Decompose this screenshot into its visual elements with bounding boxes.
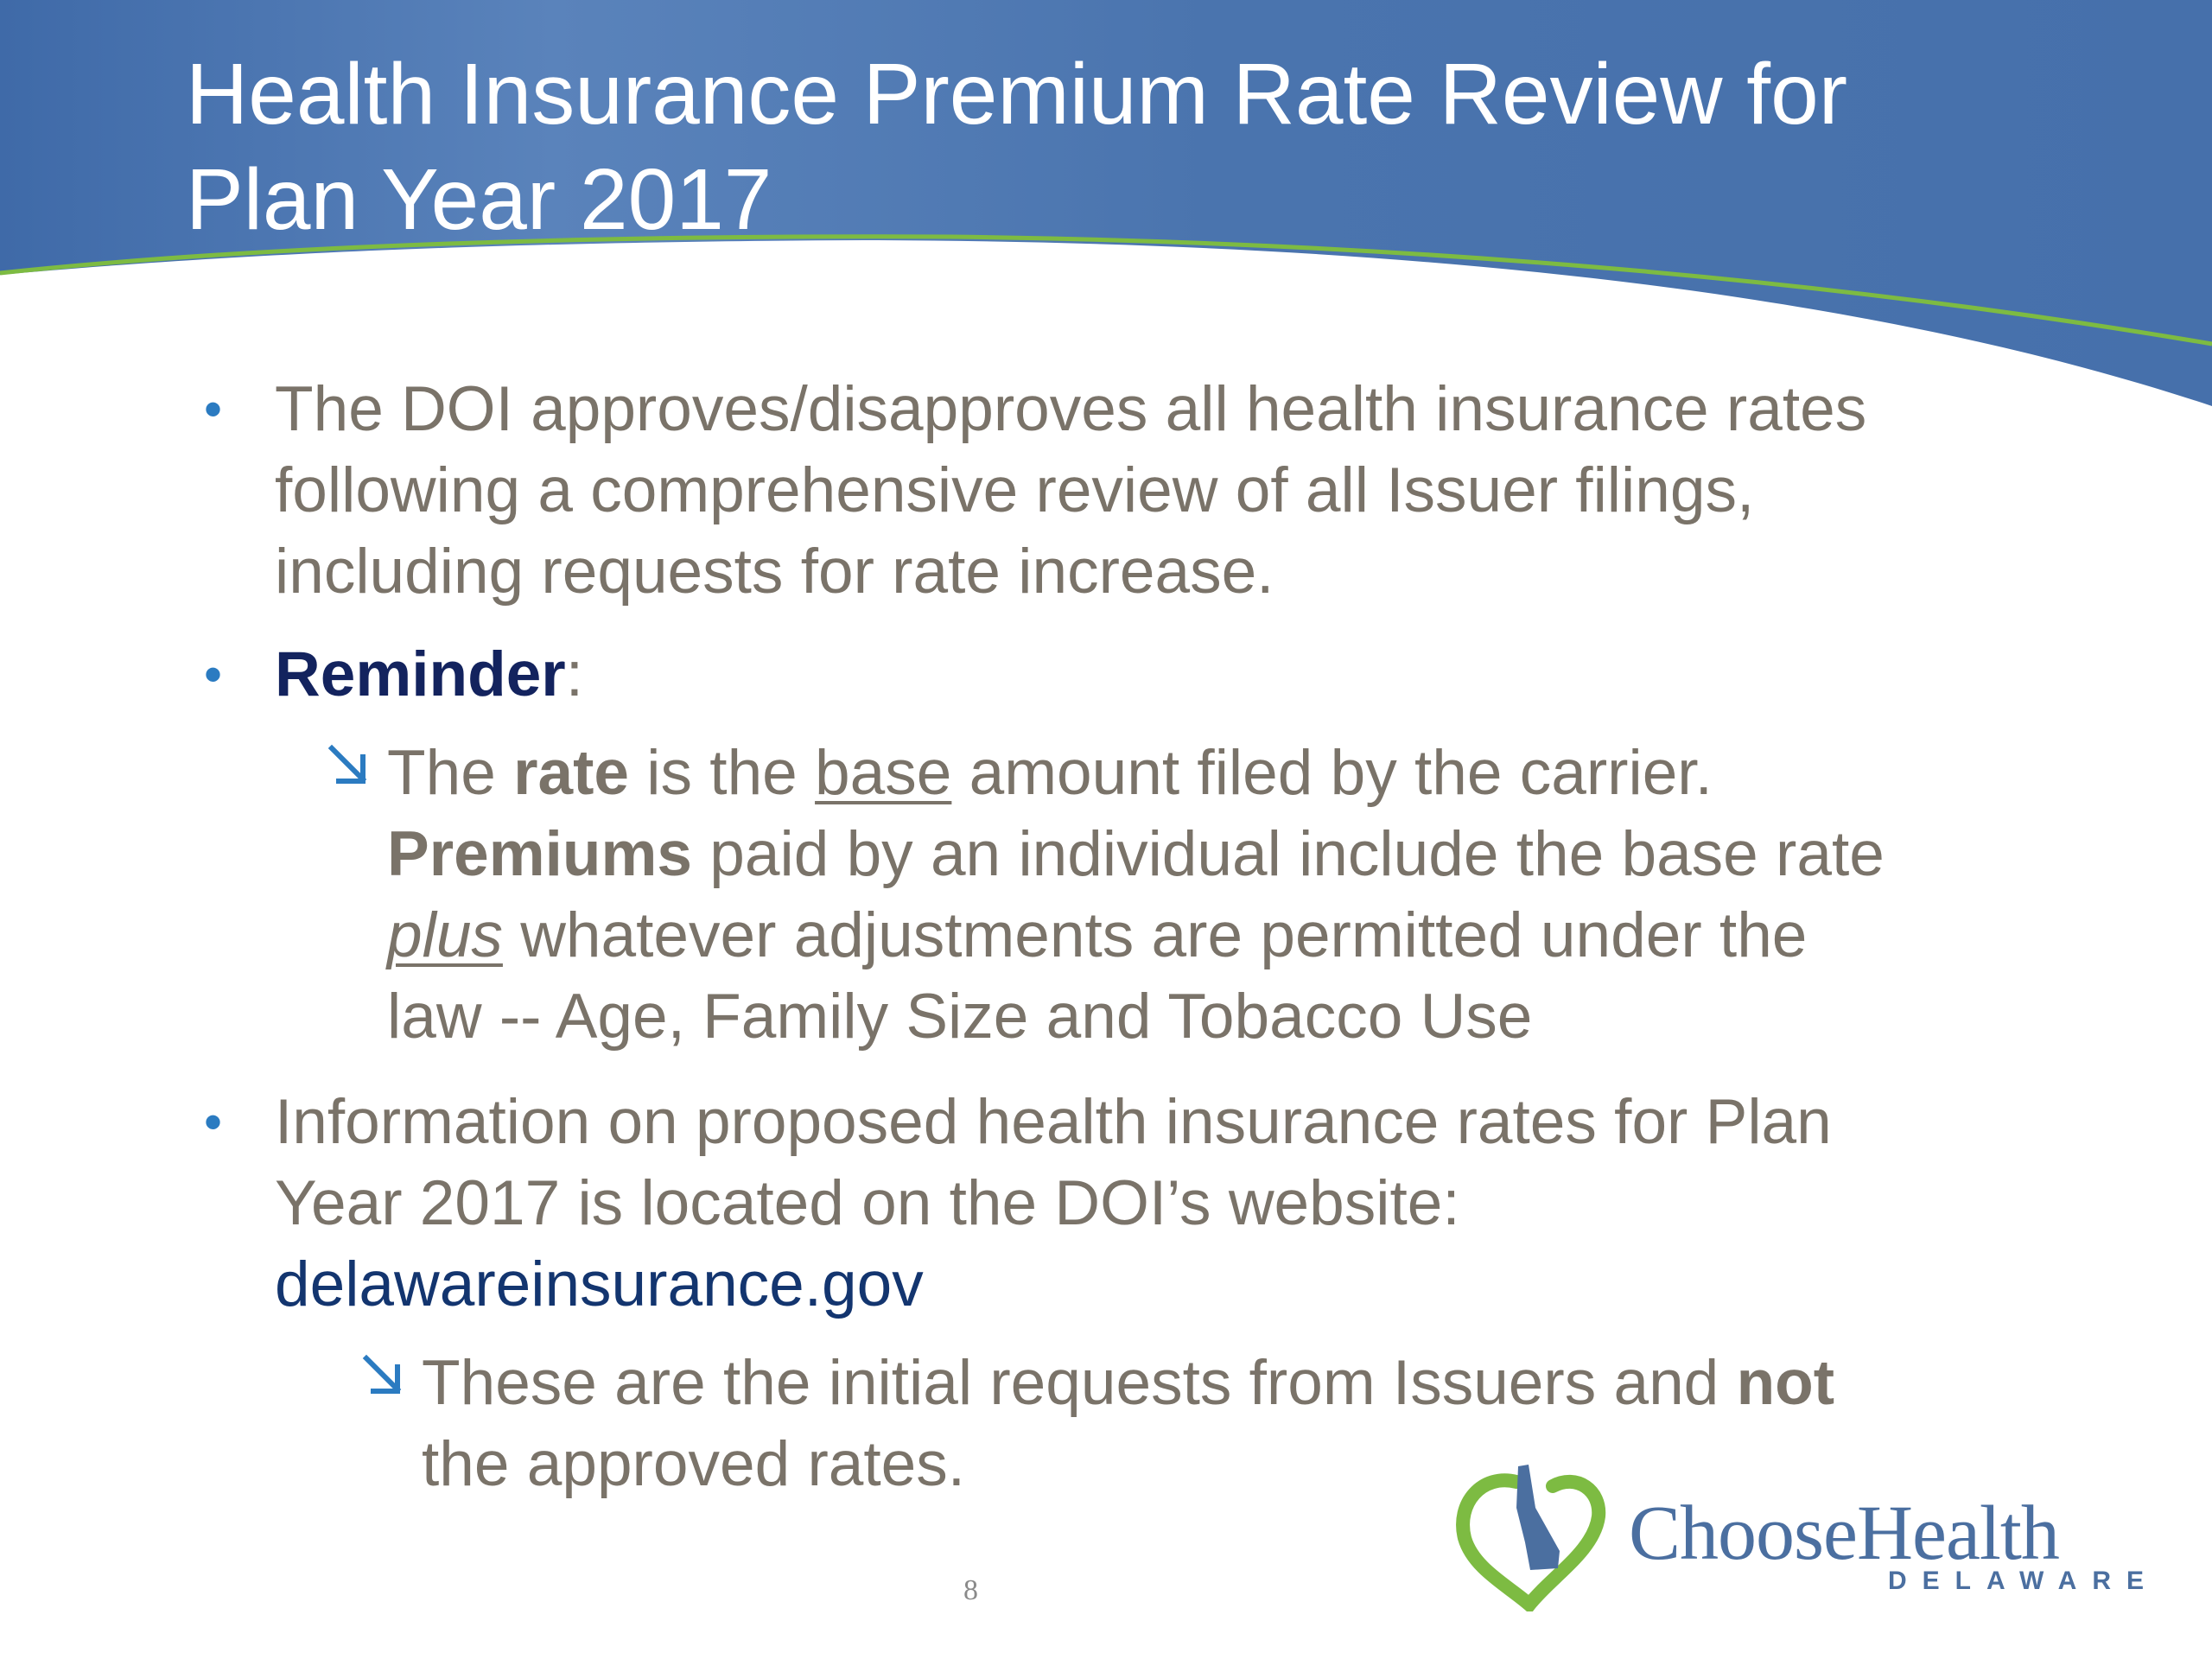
slide-title-line2: Plan Year 2017 [186, 151, 772, 248]
sub-bullet-rate-definition: The rate is the base amount filed by the… [327, 733, 1885, 1058]
sub1-text-paid: paid by an individual include the base r… [692, 819, 1885, 889]
logo-wordmark: ChooseHealth [1629, 1491, 2060, 1577]
sub1-text-law: law -- Age, Family Size and Tobacco Use [387, 982, 1533, 1052]
reminder-label: Reminder [275, 639, 566, 709]
arrow-down-right-icon [362, 1354, 402, 1394]
slide-title: Health Insurance Premium Rate Review for… [186, 41, 2087, 252]
bullet-dot-icon: • [204, 1093, 223, 1151]
arrow-down-right-icon [327, 744, 367, 784]
sub2-text-initial: These are the initial requests from Issu… [422, 1348, 1737, 1418]
bullet1-line1: The DOI approves/disapproves all health … [275, 374, 1867, 444]
bullet-reminder: • Reminder: [204, 634, 583, 715]
bullet3-line1: Information on proposed health insurance… [275, 1087, 1832, 1157]
bullet-dot-icon: • [204, 380, 223, 438]
bullet1-line2: following a comprehensive review of all … [275, 455, 1755, 525]
page-number: 8 [963, 1574, 978, 1606]
logo-subtitle: DELAWARE [1888, 1567, 2160, 1595]
bullet1-line3: including requests for rate increase. [275, 537, 1274, 607]
bullet-dot-icon: • [204, 645, 223, 703]
sub1-premiums-bold: Premiums [387, 819, 692, 889]
sub1-text-is-the: is the [629, 738, 816, 808]
reminder-colon: : [565, 639, 583, 709]
sub-bullet-initial-requests: These are the initial requests from Issu… [362, 1343, 1835, 1505]
delaware-heart-icon [1456, 1465, 1606, 1611]
slide-title-line1: Health Insurance Premium Rate Review for [186, 46, 1847, 143]
choosehealth-delaware-logo: ChooseHealth DELAWARE [1456, 1456, 2164, 1611]
sub1-text-whatever: whatever adjustments are permitted under… [502, 900, 1808, 970]
sub1-text-amount: amount filed by the carrier. [951, 738, 1713, 808]
sub1-rate-bold: rate [513, 738, 629, 808]
header-banner [0, 0, 2212, 406]
sub1-plus-italic: plus [387, 900, 503, 970]
bullet3-line2: Year 2017 is located on the DOI’s websit… [275, 1168, 1460, 1238]
bullet-info-website: • Information on proposed health insuran… [204, 1082, 1832, 1325]
bullet-doi-approves: • The DOI approves/disapproves all healt… [204, 369, 1867, 613]
sub1-text-the: The [387, 738, 514, 808]
sub2-not-bold: not [1736, 1348, 1835, 1418]
logo-word-choose: Choose [1629, 1491, 1858, 1576]
sub1-base-underlined: base [815, 738, 952, 808]
website-link[interactable]: delawareinsurance.gov [275, 1249, 924, 1319]
logo-word-health: Health [1857, 1491, 2060, 1576]
sub2-text-approved: the approved rates. [422, 1429, 966, 1499]
